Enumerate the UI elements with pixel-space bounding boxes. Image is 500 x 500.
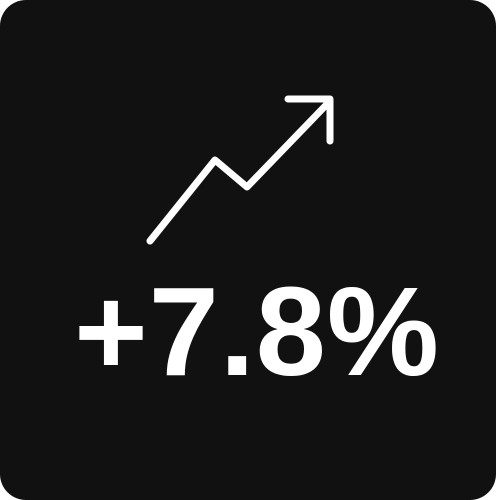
- trend-line: [146, 97, 334, 245]
- percentage-change-value: +7.8%: [74, 261, 440, 402]
- arrow-head: [284, 95, 334, 145]
